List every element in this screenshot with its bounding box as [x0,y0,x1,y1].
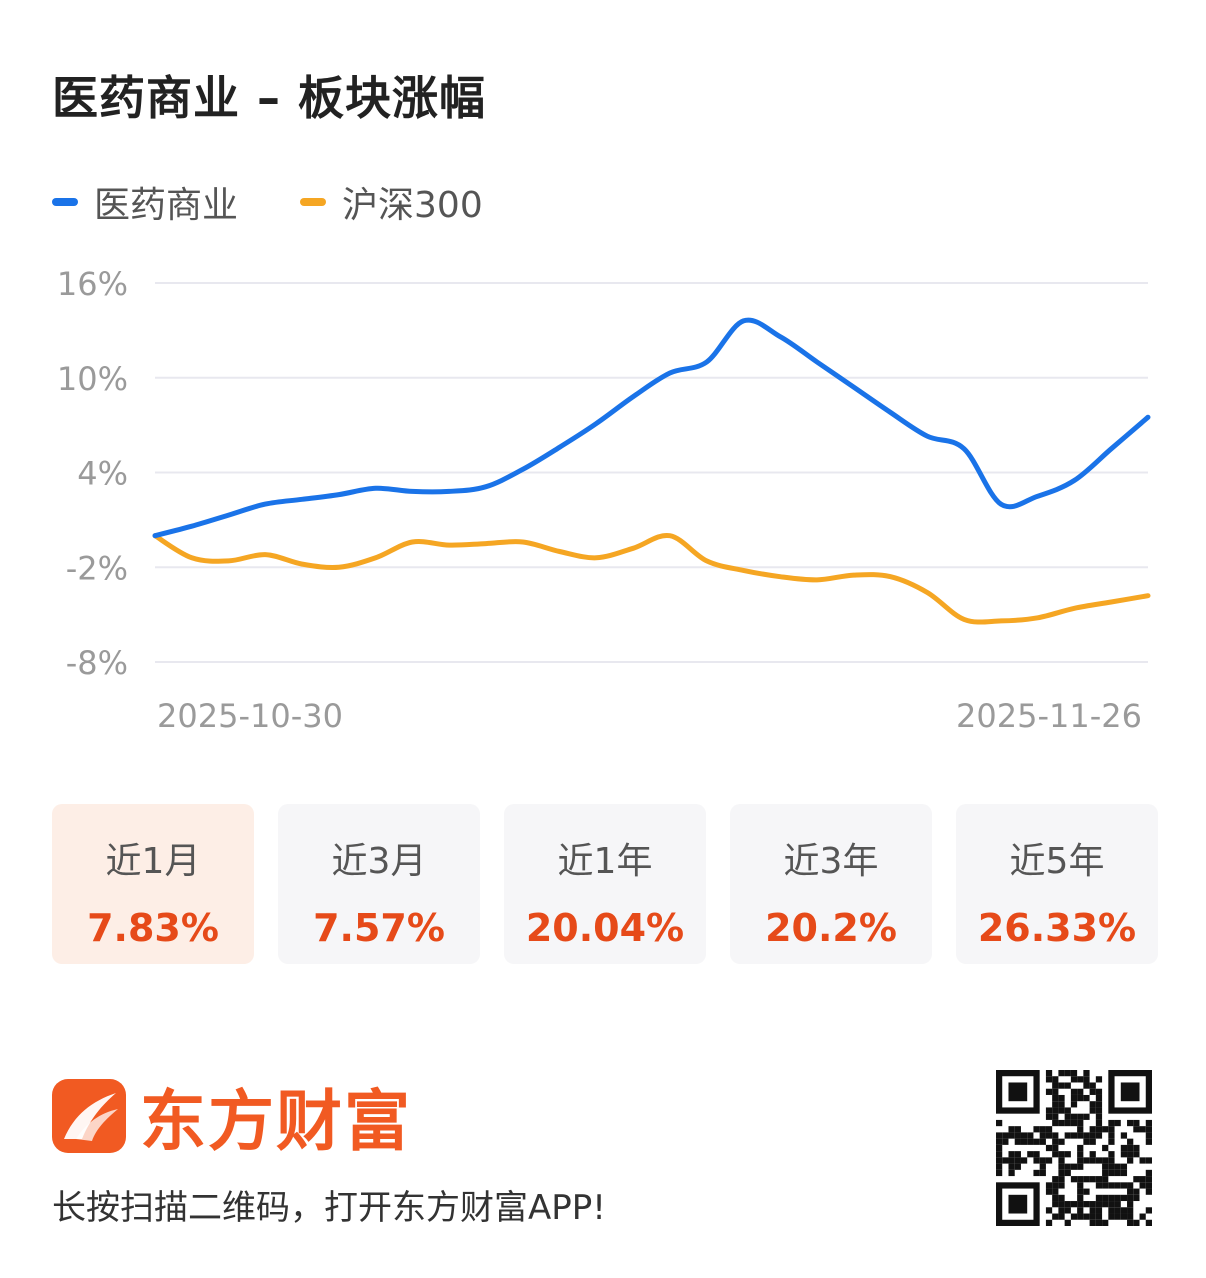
series-line-sector [152,317,1151,539]
brand-mark-icon [52,1079,126,1153]
footer-hint: 长按扫描二维码，打开东方财富APP! [52,1188,606,1228]
stat-label: 近5年 [1009,841,1105,882]
stat-card-1m[interactable]: 近1月 7.83% [52,804,254,964]
line-chart: 16% 10% 4% -2% -8% 2025-10-30 2025-11-26 [57,265,1151,735]
stat-card-1y[interactable]: 近1年 20.04% [504,804,706,964]
legend-swatch-sector [52,198,78,206]
qr-code-icon[interactable] [996,1070,1152,1226]
legend-label-index: 沪深300 [342,185,483,226]
stat-value: 20.2% [765,906,897,950]
stat-label: 近3年 [783,841,879,882]
y-tick-label: 16% [57,265,128,303]
legend-swatch-index [300,198,327,206]
page-title: 医药商业 – 板块涨幅 [52,71,487,125]
stat-label: 近1月 [105,841,201,882]
stat-label: 近1年 [557,841,653,882]
stat-value: 7.83% [87,906,219,950]
y-tick-label: 4% [77,455,128,493]
legend-label-sector: 医药商业 [94,185,239,226]
x-tick-label: 2025-10-30 [157,697,343,735]
x-tick-label: 2025-11-26 [956,697,1142,735]
y-tick-label: 10% [57,360,128,398]
chart-legend: 医药商业 沪深300 [52,176,545,228]
legend-item-index[interactable]: 沪深300 [300,176,483,228]
period-stats: 近1月 7.83% 近3月 7.57% 近1年 20.04% 近3年 20.2%… [52,804,1158,964]
stat-label: 近3月 [331,841,427,882]
series-line-index [152,532,1151,625]
stat-value: 26.33% [977,906,1137,950]
brand-name: 东方财富 [140,1083,412,1160]
brand-logo: 东方财富 [52,1068,412,1164]
y-tick-label: -2% [66,549,128,587]
stat-card-5y[interactable]: 近5年 26.33% [956,804,1158,964]
stat-value: 7.57% [313,906,445,950]
y-tick-label: -8% [66,644,128,682]
stat-value: 20.04% [525,906,685,950]
legend-item-sector[interactable]: 医药商业 [52,176,238,228]
stat-card-3y[interactable]: 近3年 20.2% [730,804,932,964]
stat-card-3m[interactable]: 近3月 7.57% [278,804,480,964]
